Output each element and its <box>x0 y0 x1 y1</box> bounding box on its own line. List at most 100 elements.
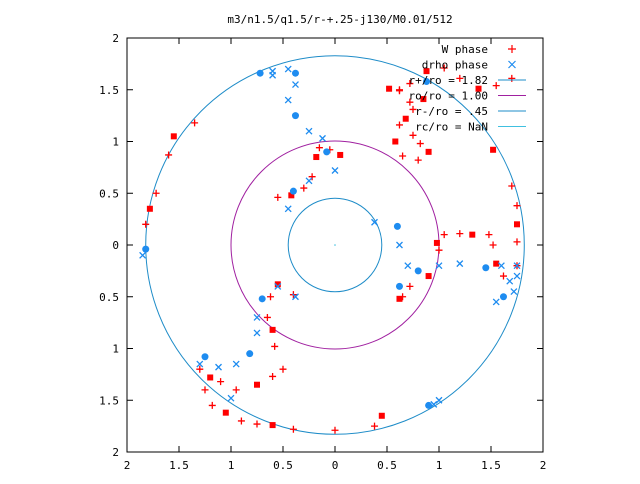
w-phase-point <box>269 372 277 380</box>
drho-phase-point <box>292 293 299 301</box>
w-phase-point <box>315 144 323 152</box>
drho-phase-point <box>305 177 313 185</box>
w-phase-point <box>499 272 507 280</box>
w-phase-point <box>269 422 276 429</box>
drho-phase-point <box>246 350 254 358</box>
w-phase-point <box>196 365 204 373</box>
w-phase-point <box>399 152 407 160</box>
w-phase-point <box>440 64 448 72</box>
drho-phase-point <box>423 77 431 85</box>
x-tick-label: 1.5 <box>169 459 189 472</box>
drho-phase-point <box>319 134 326 142</box>
w-phase-point <box>222 409 229 416</box>
reference-circles <box>145 55 525 435</box>
w-phase-point <box>416 140 424 148</box>
w-phase-point <box>513 238 521 246</box>
legend-label: drho phase <box>422 59 488 72</box>
w-phase-point <box>456 230 464 238</box>
reference-circle <box>145 55 525 435</box>
drho-phase-point <box>425 401 433 409</box>
drho-phase-point <box>292 81 299 89</box>
drho-phase-point <box>253 329 261 337</box>
w-phase-point <box>402 115 409 122</box>
drho-phase-point <box>274 282 282 290</box>
w-phase-point <box>423 68 430 75</box>
w-phase-point <box>208 401 216 409</box>
w-phase-point <box>489 241 497 249</box>
drho-phase-point <box>395 282 403 290</box>
y-tick-label: 2 <box>112 446 119 459</box>
w-phase-point <box>331 426 339 434</box>
y-tick-label: 1.5 <box>99 394 119 407</box>
w-phase-point <box>165 151 173 159</box>
w-phase-point <box>378 412 385 419</box>
legend-label: r-/ro = .45 <box>415 105 488 118</box>
drho-phase-point <box>269 71 277 79</box>
drho-phase-point <box>497 262 505 270</box>
drho-phase-point <box>284 65 292 73</box>
w-phase-point <box>420 96 427 103</box>
axis-ticks: 2 1.5 1 0.5 0 0.5 1 1.5 221.510.500.511.52 <box>99 32 546 472</box>
y-tick-label: 2 <box>112 32 119 45</box>
drho-phase-point <box>284 96 292 104</box>
drho-phase-point <box>196 360 204 368</box>
x-tick-label: 0.5 <box>273 459 293 472</box>
drho-phase-point <box>139 251 147 259</box>
x-tick-label: 2 <box>540 459 547 472</box>
legend-label: rc/ro = NaN <box>415 121 488 134</box>
w-phase-point <box>371 422 379 430</box>
w-phase-point <box>201 386 209 394</box>
drho-phase-point <box>291 112 299 120</box>
drho-phase-point <box>305 127 313 135</box>
drho-phase-point <box>289 187 297 195</box>
w-phase-point <box>142 220 150 228</box>
w-phase-point <box>409 105 417 113</box>
drho-phase-point <box>256 69 264 77</box>
x-tick-label: 1 <box>228 459 235 472</box>
drho-phase-point <box>323 148 331 156</box>
w-phase-point <box>395 86 403 94</box>
drho-phase-point <box>492 298 500 306</box>
w-phase-point <box>288 192 295 199</box>
w-phase-point <box>433 239 440 246</box>
y-tick-label: 1 <box>112 343 119 356</box>
x-tick-label: 1 <box>436 459 443 472</box>
y-tick-label: 0 <box>112 239 119 252</box>
drho-phase-point <box>482 264 490 272</box>
drho-phase-point <box>215 363 222 371</box>
drho-phase-point <box>499 293 507 301</box>
w-phase-point <box>232 386 240 394</box>
w-phase-point <box>152 189 160 197</box>
drho-phase-point <box>232 360 240 368</box>
drho-phase-point <box>513 262 521 270</box>
drho-phase-point <box>513 272 521 280</box>
w-phase-point <box>406 80 414 88</box>
w-phase-point <box>267 293 275 301</box>
drho-phase-point <box>331 167 339 174</box>
center-dot <box>334 244 336 246</box>
legend-label: W phase <box>442 43 488 56</box>
chart-title: m3/n1.5/q1.5/r-+.25-j130/M0.01/512 <box>227 13 452 26</box>
w-phase-point <box>425 148 432 155</box>
drho-phase-point <box>456 260 464 268</box>
w-phase-point <box>514 221 520 228</box>
drho-phase-point <box>435 262 443 270</box>
data-points <box>139 64 521 434</box>
w-phase-point <box>269 326 276 333</box>
w-phase-point <box>513 202 521 210</box>
w-phase-point <box>386 85 393 92</box>
drho-phase-point <box>371 218 378 226</box>
drho-phase-point <box>142 245 150 253</box>
y-tick-label: 1 <box>112 136 119 149</box>
x-tick-label: 2 <box>124 459 131 472</box>
w-phase-point <box>508 74 516 82</box>
w-phase-point <box>253 420 261 428</box>
w-phase-point <box>289 425 297 433</box>
y-tick-label: 0.5 <box>99 291 119 304</box>
w-phase-point <box>456 74 464 82</box>
w-phase-point <box>217 378 225 386</box>
w-phase-point <box>279 365 287 373</box>
w-phase-point <box>492 82 500 90</box>
w-phase-point <box>469 231 476 238</box>
